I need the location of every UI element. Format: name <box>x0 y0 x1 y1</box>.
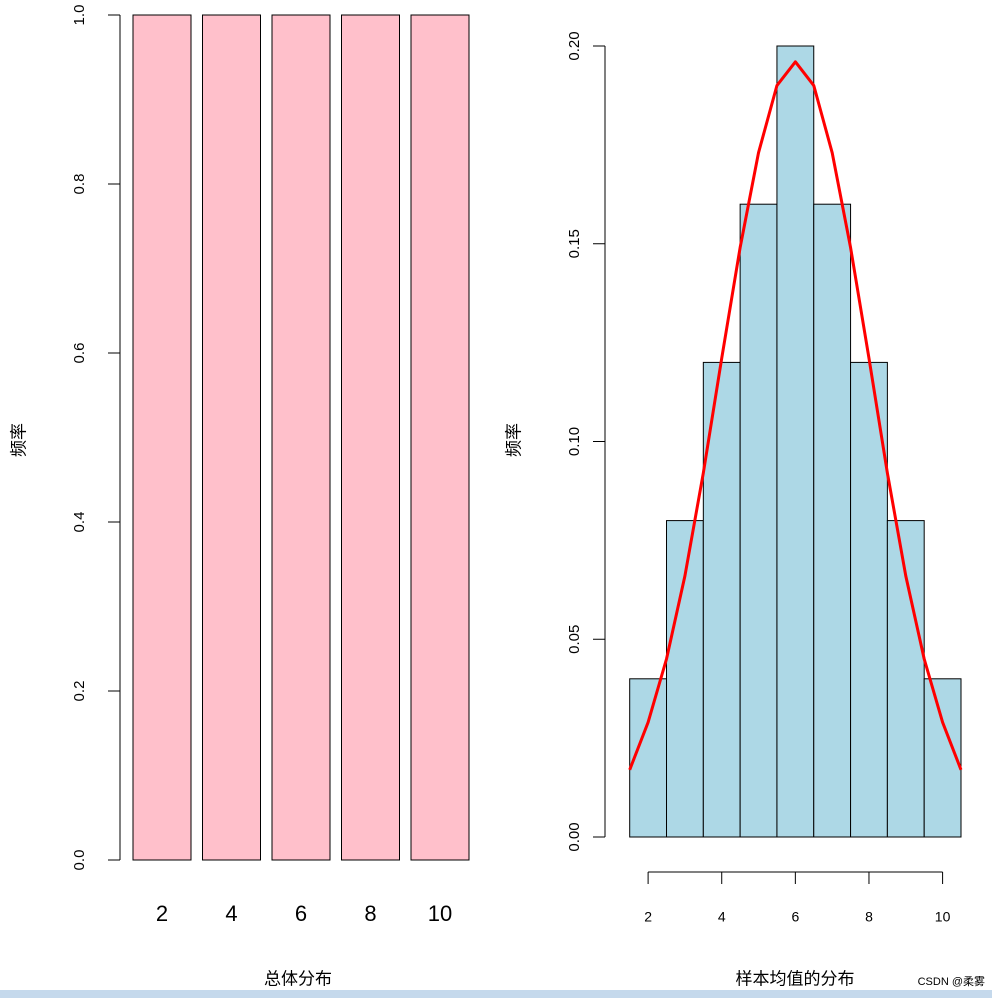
y-tick-label: 0.00 <box>566 822 583 851</box>
histogram-bar <box>739 203 778 838</box>
x-tick-label: 2 <box>156 901 168 926</box>
y-tick-label: 0.8 <box>71 174 88 195</box>
y-tick-label: 0.0 <box>71 850 88 871</box>
x-axis-label: 总体分布 <box>264 969 332 988</box>
x-tick-label: 4 <box>225 901 237 926</box>
y-tick-label: 0.2 <box>71 681 88 702</box>
x-tick-label: 6 <box>295 901 307 926</box>
x-tick-label: 4 <box>718 909 726 925</box>
density-curve <box>628 60 963 771</box>
bar <box>202 14 261 861</box>
y-tick-label: 0.10 <box>566 427 583 456</box>
y-tick-label: 0.6 <box>71 343 88 364</box>
y-axis-label: 频率 <box>504 423 523 457</box>
histogram-bar <box>776 45 815 838</box>
x-axis-label: 样本均值的分布 <box>736 969 855 988</box>
bar <box>410 14 470 861</box>
y-axis-label: 频率 <box>9 423 28 457</box>
histogram-bar <box>813 203 852 838</box>
y-tick-label: 0.4 <box>71 512 88 533</box>
watermark: CSDN @柔雾 <box>918 975 985 988</box>
bar <box>132 14 192 861</box>
x-tick-label: 2 <box>644 909 652 925</box>
x-tick-label: 10 <box>428 901 452 926</box>
x-tick-label: 10 <box>935 909 951 925</box>
x-tick-label: 8 <box>364 901 376 926</box>
histogram-bar <box>666 520 704 838</box>
x-tick-label: 8 <box>865 909 873 925</box>
bar <box>341 14 400 861</box>
y-tick-label: 0.05 <box>566 625 583 654</box>
y-tick-label: 0.20 <box>566 31 583 60</box>
window-border <box>0 990 992 998</box>
bar <box>271 14 331 861</box>
x-tick-label: 6 <box>791 909 799 925</box>
y-tick-label: 0.15 <box>566 229 583 258</box>
y-tick-label: 1.0 <box>71 5 88 26</box>
